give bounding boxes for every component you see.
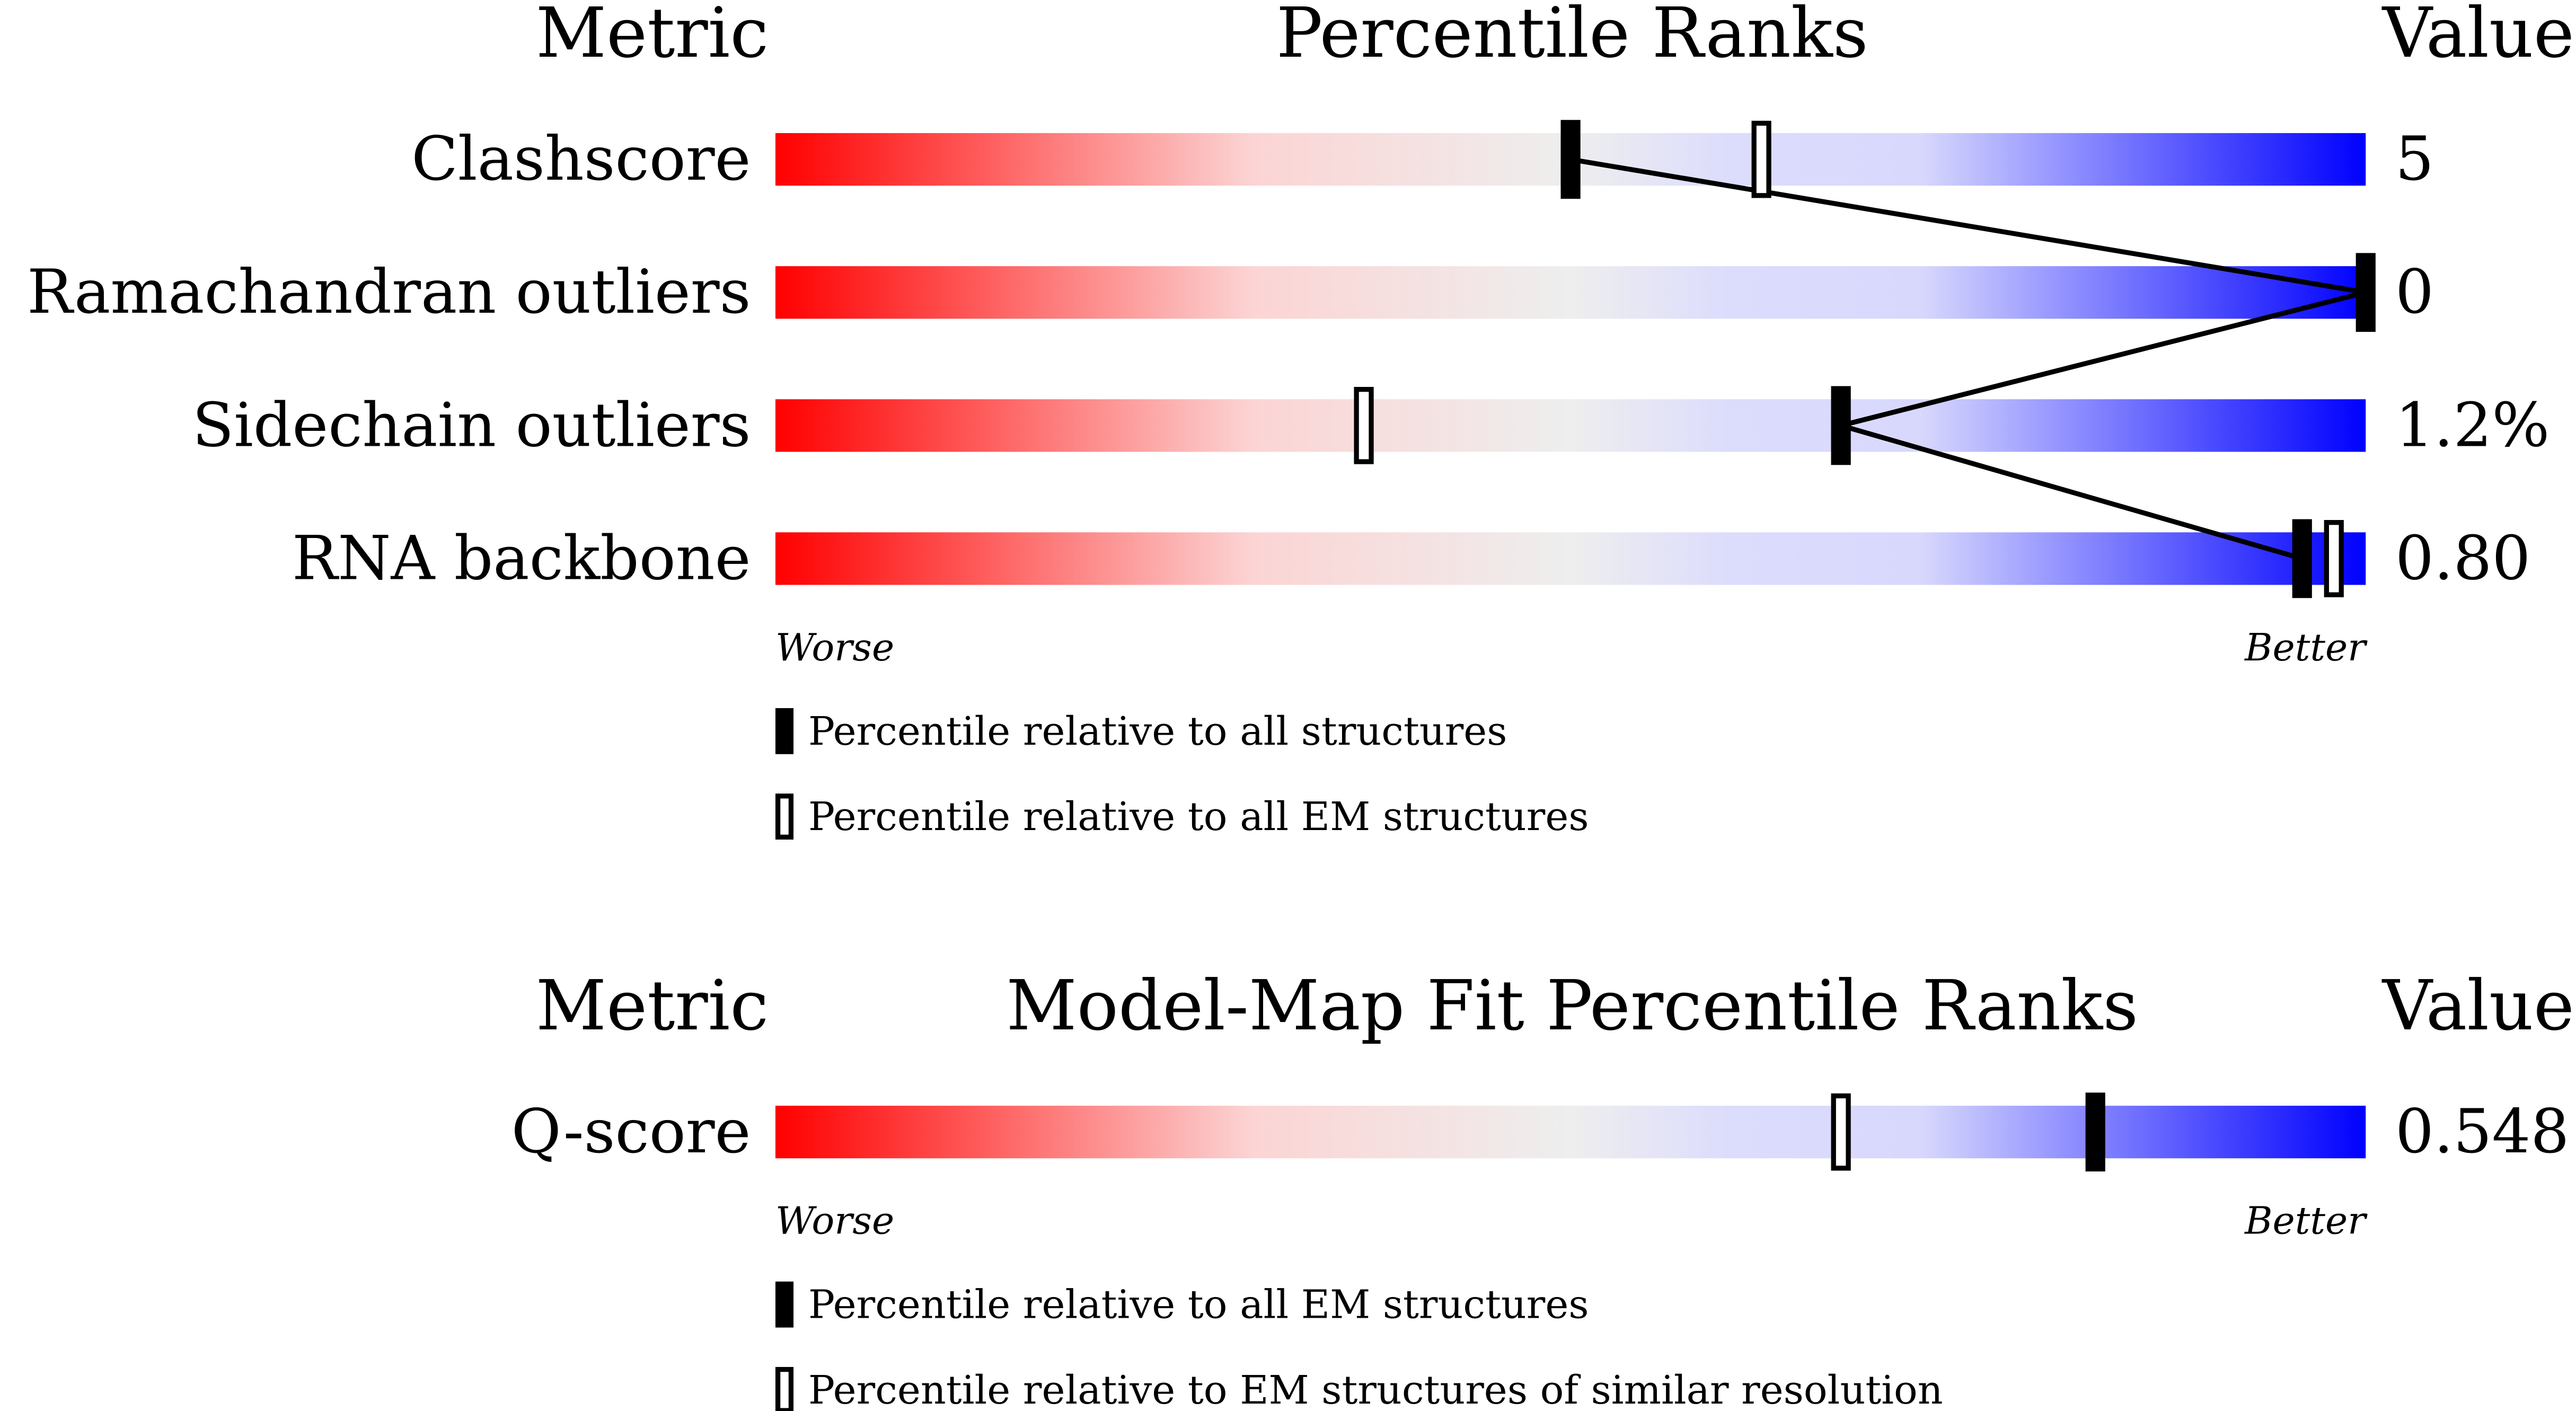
percentile-marker-open: [2324, 520, 2344, 597]
percentile-bar: [775, 532, 2366, 585]
chart-title: Percentile Ranks: [1276, 0, 1868, 73]
metric-label: Q-score: [511, 1097, 751, 1167]
metric-header: Metric: [536, 0, 769, 73]
metric-label: RNA backbone: [292, 523, 751, 594]
metric-label: Ramachandran outliers: [27, 257, 751, 328]
metric-value: 0.80: [2395, 523, 2530, 594]
chart-title: Model-Map Fit Percentile Ranks: [1006, 965, 2138, 1046]
metric-label: Clashscore: [411, 124, 751, 195]
percentile-marker: [2356, 253, 2376, 332]
metric-value: 5: [2395, 124, 2434, 195]
legend-marker: [775, 1281, 794, 1328]
legend-label: Percentile relative to all EM structures: [808, 793, 1589, 840]
percentile-marker: [2292, 519, 2312, 598]
legend-marker: [775, 793, 794, 840]
metric-header: Metric: [536, 965, 769, 1046]
percentile-bar: [775, 1106, 2366, 1159]
value-header: Value: [2381, 0, 2574, 73]
legend-label: Percentile relative to EM structures of …: [808, 1367, 1943, 1411]
legend-marker: [775, 708, 794, 754]
percentile-bar: [775, 266, 2366, 319]
legend-label: Percentile relative to all structures: [808, 708, 1507, 754]
worse-label: Worse: [775, 1199, 894, 1243]
connector-line: [1570, 157, 2367, 561]
worse-label: Worse: [775, 625, 894, 669]
percentile-marker: [2085, 1092, 2105, 1172]
metric-value: 0.548: [2395, 1097, 2569, 1167]
legend-marker: [775, 1366, 794, 1411]
better-label: Better: [2244, 1199, 2368, 1243]
percentile-marker: [1831, 386, 1851, 465]
better-label: Better: [2244, 625, 2368, 669]
metric-label: Sidechain outliers: [192, 390, 751, 461]
legend-label: Percentile relative to all EM structures: [808, 1282, 1589, 1328]
value-header: Value: [2381, 965, 2574, 1046]
metric-value: 0: [2395, 257, 2434, 328]
percentile-marker-open: [1831, 1093, 1851, 1171]
percentile-bar: [775, 399, 2366, 452]
metric-value: 1.2%: [2395, 390, 2549, 461]
percentile-marker-open: [1751, 120, 1771, 198]
percentile-marker-open: [1354, 386, 1374, 464]
percentile-marker: [1560, 120, 1581, 199]
